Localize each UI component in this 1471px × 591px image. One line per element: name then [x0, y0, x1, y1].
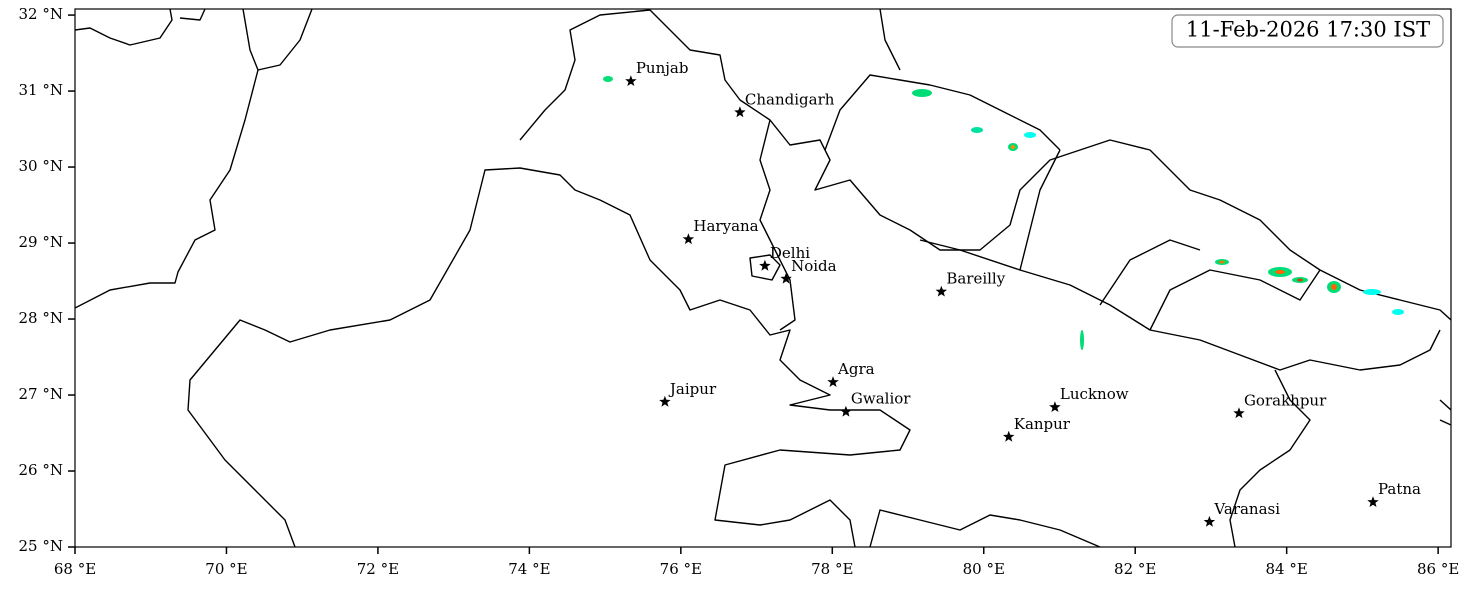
city-label: Varanasi — [1213, 500, 1280, 518]
city-marker — [780, 272, 792, 284]
city-label: Agra — [837, 360, 875, 378]
boundaries — [75, 9, 1451, 547]
y-tick-label: 26 °N — [19, 461, 63, 479]
city-label: Gorakhpur — [1244, 391, 1327, 409]
x-tick-label: 84 °E — [1266, 560, 1308, 578]
city-label: Patna — [1378, 480, 1421, 498]
city-marker — [682, 233, 695, 245]
x-tick-label: 74 °E — [508, 560, 550, 578]
city-marker — [625, 75, 637, 86]
x-tick-label: 86 °E — [1417, 560, 1459, 578]
map-frame — [74, 8, 1452, 548]
city-label: Haryana — [693, 217, 758, 235]
city-label: Chandigarh — [745, 90, 835, 108]
city-marker — [827, 376, 839, 387]
x-tick-label: 80 °E — [963, 560, 1005, 578]
city-label: Lucknow — [1060, 385, 1129, 403]
city-marker — [1367, 496, 1379, 507]
y-tick-label: 28 °N — [19, 309, 63, 327]
x-tick-label: 72 °E — [357, 560, 399, 578]
city-label: Jaipur — [668, 380, 717, 398]
x-tick-label: 82 °E — [1114, 560, 1156, 578]
x-tick-label: 78 °E — [811, 560, 853, 578]
city-label: Bareilly — [946, 270, 1005, 288]
city-label: Kanpur — [1014, 415, 1071, 433]
y-tick-label: 32 °N — [19, 5, 63, 23]
x-tick-label: 68 °E — [54, 560, 96, 578]
y-tick-label: 31 °N — [19, 81, 63, 99]
city-label: Punjab — [636, 59, 689, 77]
x-tick-label: 76 °E — [660, 560, 702, 578]
city-marker — [659, 395, 671, 407]
city-marker — [1003, 430, 1015, 442]
y-tick-label: 30 °N — [19, 157, 63, 175]
city-marker — [1203, 515, 1216, 527]
timestamp: 11-Feb-2026 17:30 IST — [1186, 18, 1430, 42]
y-tick-label: 29 °N — [19, 233, 63, 251]
y-tick-label: 27 °N — [19, 385, 63, 403]
city-label: Delhi — [770, 244, 810, 262]
city-marker — [1049, 401, 1061, 412]
precipitation — [603, 76, 1404, 350]
timestamp-box — [1171, 14, 1444, 48]
city-marker — [1233, 407, 1245, 419]
city-label: Noida — [791, 257, 837, 275]
x-tick-label: 70 °E — [205, 560, 247, 578]
city-marker — [734, 106, 746, 118]
city-marker — [840, 405, 852, 417]
city-label: Gwalior — [851, 390, 911, 408]
city-marker — [935, 285, 947, 297]
city-marker — [759, 259, 771, 271]
y-tick-label: 25 °N — [19, 537, 63, 555]
